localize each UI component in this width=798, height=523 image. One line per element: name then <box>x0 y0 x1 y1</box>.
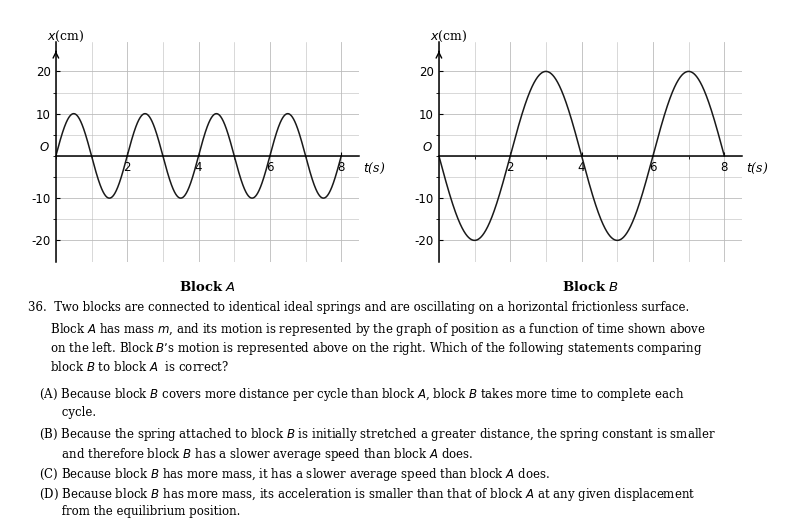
Text: from the equilibrium position.: from the equilibrium position. <box>28 505 240 518</box>
Text: $O$: $O$ <box>421 141 433 154</box>
Text: $t$(s): $t$(s) <box>362 161 385 176</box>
Text: (A) Because block $B$ covers more distance per cycle than block $A$, block $B$ t: (A) Because block $B$ covers more distan… <box>28 386 684 403</box>
Text: $x$(cm): $x$(cm) <box>47 29 85 44</box>
Text: 36.  Two blocks are connected to identical ideal springs and are oscillating on : 36. Two blocks are connected to identica… <box>28 301 689 314</box>
Text: Block $A$ has mass $m$, and its motion is represented by the graph of position a: Block $A$ has mass $m$, and its motion i… <box>28 321 705 338</box>
Text: (D) Because block $B$ has more mass, its acceleration is smaller than that of bl: (D) Because block $B$ has more mass, its… <box>28 485 695 503</box>
Text: $x$(cm): $x$(cm) <box>430 29 468 44</box>
Text: (B) Because the spring attached to block $B$ is initially stretched a greater di: (B) Because the spring attached to block… <box>28 426 716 443</box>
Text: on the left. Block $B$’s motion is represented above on the right. Which of the : on the left. Block $B$’s motion is repre… <box>28 340 702 358</box>
Text: (C) Because block $B$ has more mass, it has a slower average speed than block $A: (C) Because block $B$ has more mass, it … <box>28 465 550 483</box>
Text: $t$(s): $t$(s) <box>745 161 768 176</box>
Text: cycle.: cycle. <box>28 406 96 419</box>
Text: block $B$ to block $A$  is correct?: block $B$ to block $A$ is correct? <box>28 360 229 374</box>
Text: $O$: $O$ <box>38 141 49 154</box>
Text: Block $B$: Block $B$ <box>562 280 619 294</box>
Text: and therefore block $B$ has a slower average speed than block $A$ does.: and therefore block $B$ has a slower ave… <box>28 446 473 463</box>
Text: Block $A$: Block $A$ <box>179 280 236 294</box>
